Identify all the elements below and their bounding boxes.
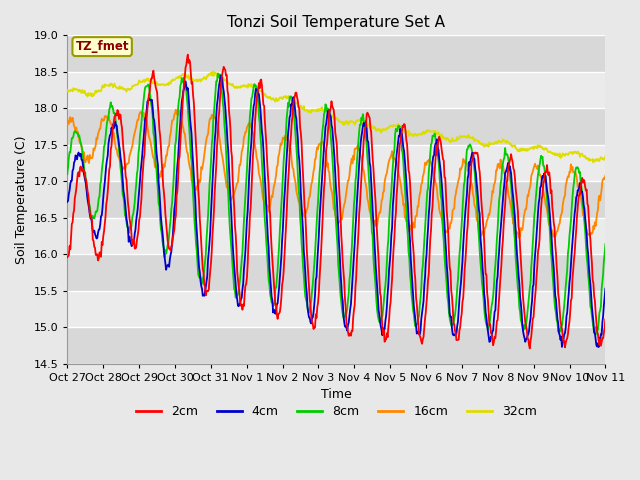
Bar — [67, 145, 605, 181]
Bar — [67, 36, 605, 72]
X-axis label: Time: Time — [321, 388, 352, 401]
Bar — [67, 291, 605, 327]
Bar — [67, 108, 605, 145]
Text: TZ_fmet: TZ_fmet — [76, 40, 129, 53]
Bar — [67, 72, 605, 108]
Legend: 2cm, 4cm, 8cm, 16cm, 32cm: 2cm, 4cm, 8cm, 16cm, 32cm — [131, 400, 542, 423]
Y-axis label: Soil Temperature (C): Soil Temperature (C) — [15, 135, 28, 264]
Bar — [67, 254, 605, 291]
Bar — [67, 327, 605, 364]
Title: Tonzi Soil Temperature Set A: Tonzi Soil Temperature Set A — [227, 15, 445, 30]
Bar — [67, 181, 605, 218]
Bar — [67, 218, 605, 254]
